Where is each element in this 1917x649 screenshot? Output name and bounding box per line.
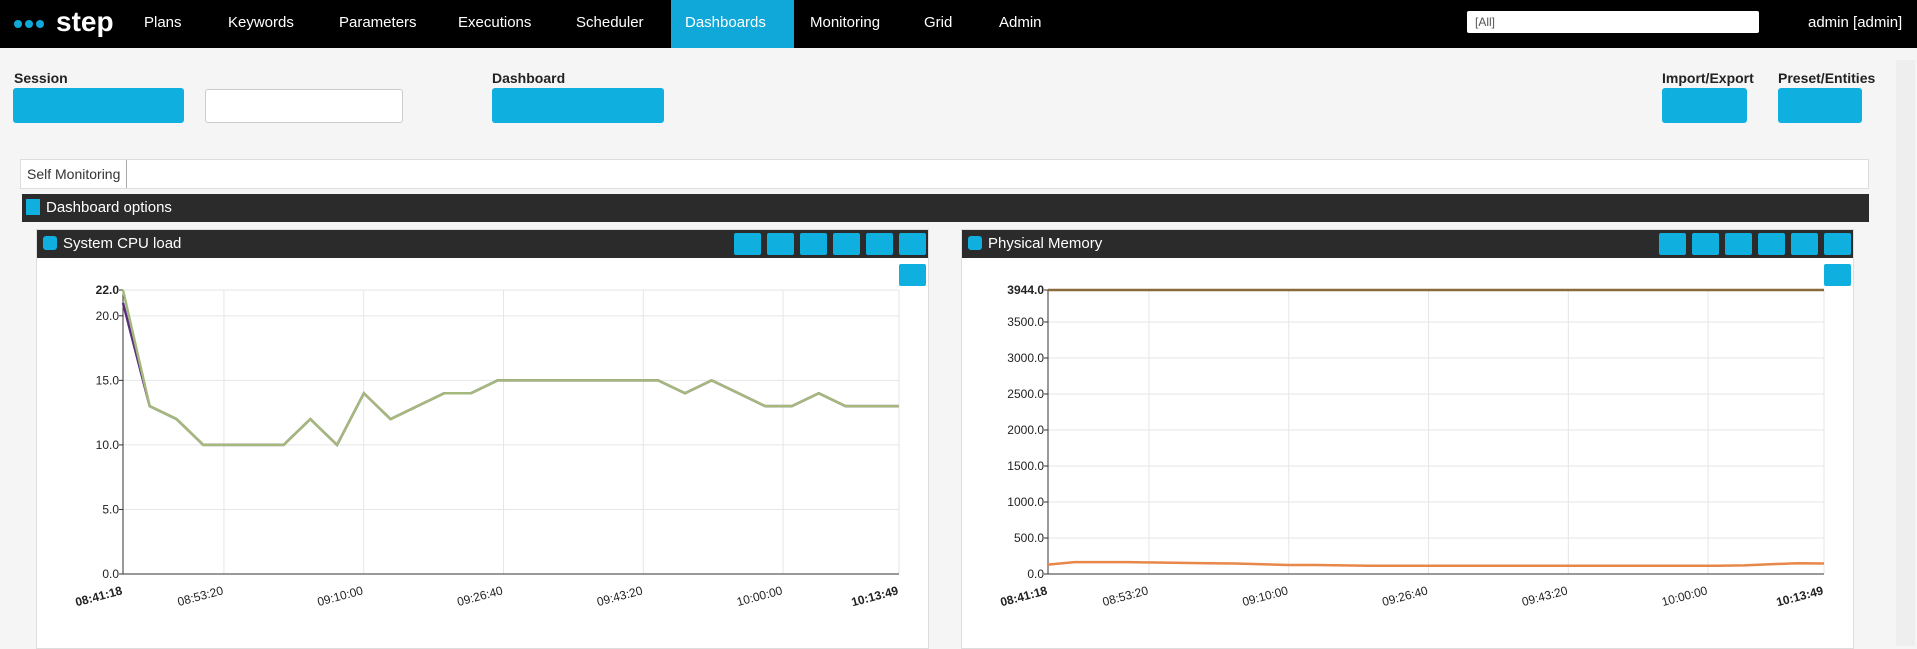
chart-title: System CPU load (63, 235, 182, 252)
nav-item[interactable]: Grid (924, 14, 953, 31)
panel-button[interactable] (1725, 233, 1752, 255)
y-tick-label: 22.0 (96, 283, 120, 297)
dashboard-buttons[interactable] (492, 88, 664, 123)
filter-select[interactable]: [All] (1467, 11, 1759, 33)
import-export-buttons[interactable] (1662, 88, 1747, 123)
panel-button[interactable] (833, 233, 860, 255)
options-label: Dashboard options (46, 199, 172, 216)
x-tick-label: 08:53:20 (1101, 583, 1150, 609)
expand-icon (26, 199, 40, 215)
settings-button[interactable] (1824, 264, 1851, 286)
session-input[interactable] (205, 89, 403, 123)
x-tick-label: 09:43:20 (1520, 583, 1569, 609)
tab[interactable]: Self Monitoring (21, 160, 128, 188)
x-tick-label: 08:41:18 (74, 583, 124, 609)
x-tick-label: 08:53:20 (176, 583, 225, 609)
y-tick-label: 3944.0 (1007, 283, 1044, 297)
y-tick-label: 3500.0 (1007, 315, 1044, 329)
x-tick-label: 10:00:00 (735, 583, 784, 609)
nav-item[interactable]: Dashboards (671, 0, 794, 48)
panel-button[interactable] (1758, 233, 1785, 255)
y-tick-label: 2000.0 (1007, 423, 1044, 437)
panel-button[interactable] (1692, 233, 1719, 255)
y-tick-label: 1500.0 (1007, 459, 1044, 473)
series-line (121, 302, 899, 447)
nav-item[interactable]: Executions (458, 14, 532, 31)
nav-item[interactable]: Parameters (339, 14, 417, 31)
series-line (121, 289, 899, 447)
panel-button[interactable] (899, 233, 926, 255)
x-tick-label: 09:26:40 (1381, 583, 1430, 609)
tab-bar: Self Monitoring (20, 159, 1869, 189)
section-label: Preset/Entities (1778, 70, 1876, 86)
panel-button[interactable] (1791, 233, 1818, 255)
brand[interactable]: step (56, 6, 114, 37)
nav-item[interactable]: Scheduler (576, 14, 644, 31)
scrollbar[interactable] (1896, 60, 1915, 646)
preset-buttons[interactable] (1778, 88, 1862, 123)
chart: 0.0 500.0 1000.0 1500.0 2000.0 2500.0 3000.0 35… (999, 283, 1825, 609)
y-tick-label: 5.0 (102, 502, 119, 516)
x-tick-label: 09:43:20 (595, 583, 644, 609)
chart-title: Physical Memory (988, 235, 1103, 252)
navbar: step Plans Keywords Parameters Execution… (0, 0, 1917, 48)
x-tick-label: 09:10:00 (316, 583, 365, 609)
panel-button[interactable] (1824, 233, 1851, 255)
section-label: Dashboard (492, 70, 566, 86)
nav-item[interactable]: Admin (999, 14, 1042, 31)
panel-button[interactable] (734, 233, 761, 255)
panel-header: Physical Memory (962, 230, 1853, 258)
chart: 0.0 5.0 10.0 15.0 20.0 22.0 08:41:18 08:53:20 09… (74, 283, 900, 609)
x-tick-label: 09:10:00 (1241, 583, 1290, 609)
x-tick-label: 10:13:49 (850, 583, 900, 609)
y-tick-label: 2500.0 (1007, 387, 1044, 401)
panel-button[interactable] (866, 233, 893, 255)
panel-button[interactable] (1659, 233, 1686, 255)
settings-button[interactable] (899, 264, 926, 286)
logo-dots (14, 20, 44, 28)
y-tick-label: 1000.0 (1007, 495, 1044, 509)
panel-header: System CPU load (37, 230, 928, 258)
chart-panel: System CPU load 0.0 5.0 10.0 15.0 20.0 22.0 08:… (36, 229, 929, 649)
y-tick-label: 0.0 (102, 567, 119, 581)
options-bar[interactable]: Dashboard options (22, 194, 1869, 222)
x-tick-label: 08:41:18 (999, 583, 1049, 609)
section-label: Import/Export (1662, 70, 1754, 86)
panel-button[interactable] (800, 233, 827, 255)
user-menu[interactable]: admin [admin] (1808, 14, 1903, 31)
y-tick-label: 500.0 (1014, 531, 1044, 545)
y-tick-label: 10.0 (96, 438, 120, 452)
nav-item[interactable]: Plans (144, 14, 182, 31)
section-label: Session (14, 70, 68, 86)
chart-panel: Physical Memory 0.0 500.0 1000.0 1500.0 2000.… (961, 229, 1854, 649)
x-tick-label: 10:13:49 (1775, 583, 1825, 609)
x-tick-label: 09:26:40 (456, 583, 505, 609)
x-tick-label: 10:00:00 (1660, 583, 1709, 609)
session-buttons[interactable] (13, 88, 184, 123)
panel-button[interactable] (767, 233, 794, 255)
nav-item[interactable]: Keywords (228, 14, 294, 31)
y-tick-label: 20.0 (96, 309, 120, 323)
nav-item[interactable]: Monitoring (810, 14, 881, 31)
y-tick-label: 3000.0 (1007, 351, 1044, 365)
series-line (1047, 560, 1825, 567)
y-tick-label: 15.0 (96, 373, 120, 387)
y-tick-label: 0.0 (1027, 567, 1044, 581)
